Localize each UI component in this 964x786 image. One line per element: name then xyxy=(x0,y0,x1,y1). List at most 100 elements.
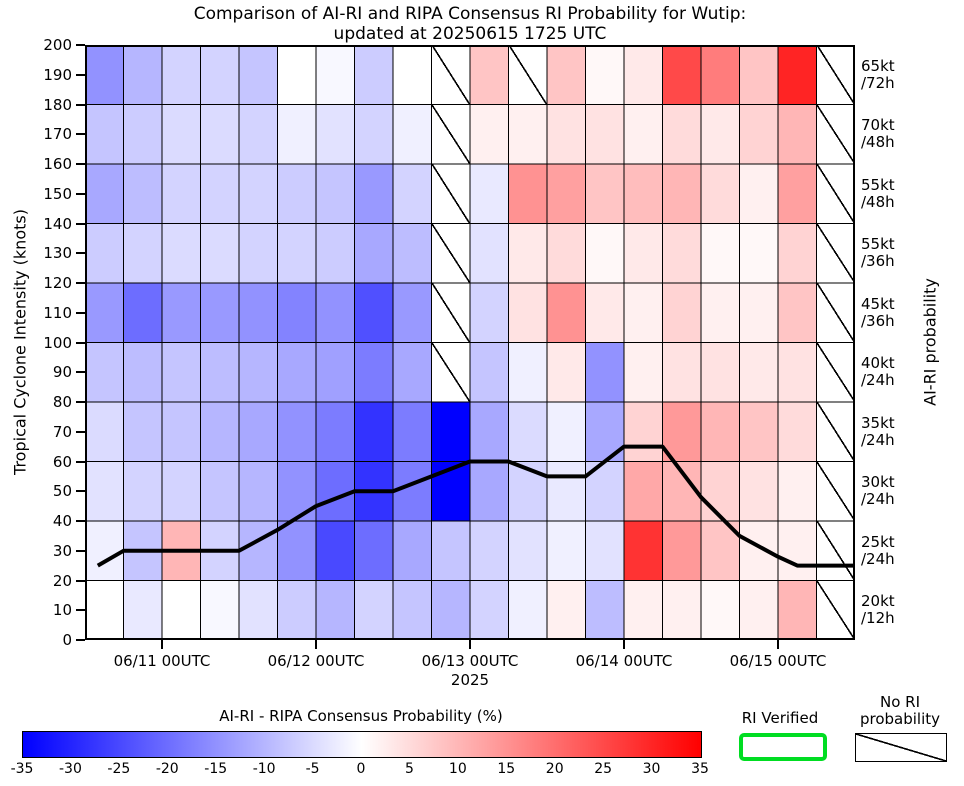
plot-border xyxy=(85,45,855,640)
colorbar-gradient xyxy=(22,731,702,758)
heatmap-cell xyxy=(662,342,701,402)
y-tick-label: 90 xyxy=(52,363,72,382)
heatmap-cell xyxy=(162,104,201,164)
heatmap-cell xyxy=(778,461,817,521)
row-threshold-label: 30kt/24h xyxy=(861,474,895,508)
heatmap-cell xyxy=(585,45,624,105)
ri-threshold-text: 70kt xyxy=(861,116,895,135)
heatmap-cell xyxy=(316,223,355,283)
heatmap-cell xyxy=(277,283,316,343)
heatmap-cell xyxy=(85,104,124,164)
heatmap-cell xyxy=(662,223,701,283)
ri-verified-swatch xyxy=(739,733,827,761)
ri-period-text: /24h xyxy=(861,371,895,390)
x-tick-mark xyxy=(623,640,625,649)
heatmap-cell xyxy=(316,45,355,105)
ri-period-text: /36h xyxy=(861,252,895,271)
heatmap-cell xyxy=(739,45,778,105)
y-tick-mark xyxy=(76,103,85,106)
y-tick-mark xyxy=(76,222,85,225)
ri-threshold-text: 65kt xyxy=(861,56,895,75)
no-data-cell xyxy=(431,342,470,402)
heatmap-cell xyxy=(701,402,740,462)
heatmap-cell xyxy=(739,580,778,640)
heatmap-cell xyxy=(624,104,663,164)
heatmap-cell xyxy=(624,461,663,521)
heatmap-cell xyxy=(508,521,547,581)
heatmap-cell xyxy=(200,104,239,164)
heatmap-cell xyxy=(701,283,740,343)
colorbar-tick-label: 25 xyxy=(594,761,613,777)
y-tick-label: 10 xyxy=(52,601,72,620)
heatmap-cell xyxy=(470,164,509,224)
colorbar-tick-label: 15 xyxy=(497,761,516,777)
grid-and-track-overlay xyxy=(85,45,855,640)
heatmap-cell xyxy=(547,461,586,521)
heatmap-cell xyxy=(778,164,817,224)
heatmap-cell xyxy=(277,521,316,581)
heatmap-cell xyxy=(547,283,586,343)
heatmap-cell xyxy=(547,223,586,283)
x-tick-label: 06/14 00UTC xyxy=(575,652,673,670)
ri-threshold-text: 55kt xyxy=(861,235,895,254)
heatmap-cell xyxy=(316,342,355,402)
heatmap-cell xyxy=(739,283,778,343)
row-threshold-label: 45kt/36h xyxy=(861,295,895,330)
heatmap-cell xyxy=(662,402,701,462)
no-data-cell xyxy=(431,164,470,224)
y-tick-mark xyxy=(76,44,85,46)
heatmap-cell xyxy=(585,283,624,343)
heatmap-cell xyxy=(162,580,201,640)
heatmap-cell xyxy=(508,580,547,640)
y-tick-label: 180 xyxy=(43,95,72,114)
colorbar-tick-label: 0 xyxy=(356,761,366,777)
heatmap-cell xyxy=(739,223,778,283)
heatmap-cell xyxy=(200,461,239,521)
y-tick-label: 120 xyxy=(43,274,72,292)
heatmap-cell xyxy=(316,164,355,224)
ri-threshold-text: 55kt xyxy=(861,175,895,194)
heatmap-cell xyxy=(624,45,663,105)
heatmap-cell xyxy=(239,461,278,521)
colorbar-tick-label: -5 xyxy=(305,761,320,777)
heatmap-cell xyxy=(393,580,432,640)
heatmap-cell xyxy=(354,342,393,402)
heatmap-cell xyxy=(547,45,586,105)
page-subtitle: updated at 20250615 1725 UTC xyxy=(333,24,607,44)
heatmap-cell xyxy=(470,283,509,343)
heatmap-cell xyxy=(85,283,124,343)
ri-period-text: /24h xyxy=(861,549,895,568)
heatmap-cell xyxy=(200,402,239,462)
heatmap-cell xyxy=(470,461,509,521)
no-data-cell xyxy=(816,521,855,581)
ri-period-text: /24h xyxy=(861,490,895,509)
heatmap-cell xyxy=(316,580,355,640)
y-tick-mark xyxy=(76,341,85,344)
heatmap-cell xyxy=(393,461,432,521)
heatmap-cell xyxy=(162,164,201,224)
heatmap-cell xyxy=(162,283,201,343)
y-tick-mark xyxy=(76,460,85,463)
heatmap-cell xyxy=(393,104,432,164)
heatmap-cell xyxy=(739,521,778,581)
heatmap-cell xyxy=(470,104,509,164)
heatmap-cell xyxy=(662,164,701,224)
heatmap-cell xyxy=(778,580,817,640)
no-data-cell xyxy=(816,342,855,402)
heatmap-cell xyxy=(778,521,817,581)
heatmap-cell xyxy=(508,283,547,343)
heatmap-cell xyxy=(585,521,624,581)
heatmap-cell xyxy=(393,164,432,224)
heatmap-cell xyxy=(239,580,278,640)
no-data-cell xyxy=(816,461,855,521)
heatmap-cell xyxy=(585,104,624,164)
heatmap-cell xyxy=(470,342,509,402)
ri-threshold-text: 25kt xyxy=(861,532,895,551)
heatmap-cell xyxy=(393,45,432,105)
heatmap-cell xyxy=(508,402,547,462)
heatmap-cell xyxy=(508,164,547,224)
heatmap-cell xyxy=(123,580,162,640)
row-threshold-label: 25kt/24h xyxy=(861,532,895,568)
heatmap-cell xyxy=(316,283,355,343)
y-tick-label: 190 xyxy=(43,65,72,84)
